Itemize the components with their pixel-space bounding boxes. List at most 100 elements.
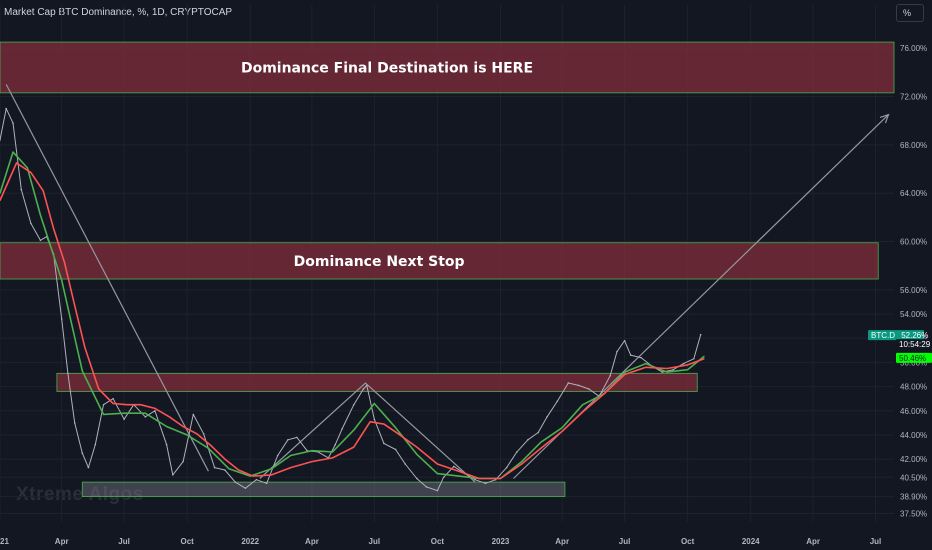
data-point: [270, 468, 273, 470]
data-point: [505, 466, 508, 469]
data-point: [537, 431, 539, 434]
data-point: [582, 404, 584, 406]
data-point: [499, 477, 502, 480]
data-point: [296, 436, 298, 439]
data-point: [26, 167, 29, 169]
data-point: [687, 364, 689, 366]
x-axis: 2021 Apr Jul Oct 2022 Apr Jul Oct 2023 Apr Jul Oct 2…: [0, 537, 881, 546]
data-point: [74, 305, 76, 307]
zones: Dominance Final Destination is HERE Domin…: [0, 41, 895, 498]
x-tick-label: Apr: [806, 537, 820, 546]
y-tick-label: 40.50%: [900, 473, 927, 482]
data-point: [352, 403, 355, 406]
data-point: [369, 421, 371, 423]
watermark: Xtreme Algos: [16, 484, 144, 505]
x-tick-label: Apr: [555, 537, 569, 546]
data-point: [102, 403, 105, 406]
data-point: [661, 371, 664, 373]
chart-title: Market Cap BTC Dominance, %, 1D, CRYPTOC…: [4, 7, 233, 18]
data-point: [416, 446, 418, 448]
data-point: [703, 358, 705, 360]
x-tick-label: Apr: [55, 537, 69, 546]
x-tick-label: Jul: [870, 537, 882, 546]
data-point: [182, 425, 184, 428]
trend-line: [5, 84, 209, 472]
data-point: [123, 412, 125, 414]
data-point: [63, 261, 66, 263]
data-point: [265, 482, 268, 485]
data-point: [623, 371, 626, 373]
data-point: [699, 333, 702, 336]
data-point: [373, 418, 376, 421]
x-tick-label: Oct: [431, 537, 445, 546]
price-tag-label: BTC.D: [871, 331, 897, 340]
data-point: [546, 416, 548, 418]
y-tick-label: 46.00%: [900, 407, 927, 416]
data-point: [341, 428, 343, 430]
x-tick-label: Jul: [118, 537, 130, 546]
data-point: [666, 367, 668, 370]
data-point: [623, 339, 626, 342]
x-tick-label: Oct: [681, 537, 695, 546]
data-point: [287, 438, 289, 441]
data-point: [207, 447, 210, 449]
data-point: [81, 370, 83, 372]
resistance-zone: [0, 242, 879, 280]
data-point: [416, 477, 418, 480]
data-point: [0, 139, 1, 141]
data-point: [94, 443, 97, 446]
data-point: [154, 409, 156, 412]
price-tag-bg: [868, 330, 924, 341]
data-point: [165, 425, 168, 428]
data-point: [5, 107, 7, 110]
data-point: [61, 279, 63, 281]
y-tick-label: 68.00%: [900, 141, 927, 150]
data-point: [458, 475, 460, 477]
price-tag-text: 50.46%: [899, 354, 926, 363]
data-point: [213, 466, 216, 469]
data-point: [577, 384, 580, 387]
data-point: [383, 423, 385, 425]
price-line: [0, 108, 702, 492]
data-point: [210, 445, 212, 447]
data-point: [196, 433, 198, 435]
y-axis: 76.00% 72.00% 68.00% 64.00% 60.00% 56.00% 54.0…: [900, 44, 927, 518]
zone-label: Dominance Final Destination is HERE: [241, 60, 533, 76]
data-point: [609, 374, 611, 377]
y-tick-label: 50.00%: [900, 358, 927, 367]
data-point: [331, 457, 334, 459]
data-point: [373, 402, 375, 405]
data-point: [154, 407, 156, 409]
data-point: [353, 429, 355, 431]
y-tick-label: 56.00%: [900, 286, 927, 295]
data-point: [540, 447, 542, 449]
data-point: [436, 489, 439, 492]
data-point: [394, 448, 397, 451]
data-point: [67, 372, 69, 375]
data-point: [192, 413, 195, 416]
data-point: [276, 454, 279, 457]
data-point: [474, 478, 476, 481]
y-tick-label: 54.00%: [900, 310, 927, 319]
data-point: [15, 162, 18, 164]
data-point: [588, 388, 590, 390]
data-point: [270, 474, 273, 476]
data-point: [52, 227, 55, 229]
x-tick-label: Apr: [305, 537, 319, 546]
data-point: [171, 474, 174, 476]
percent-scale-button[interactable]: %: [896, 4, 924, 22]
arrow-head: [879, 113, 890, 124]
data-point: [527, 438, 529, 441]
data-point: [582, 411, 584, 413]
data-point: [442, 476, 445, 479]
y-tick-label: 64.00%: [900, 189, 927, 198]
data-point: [73, 422, 76, 424]
data-point: [516, 451, 518, 453]
data-point: [311, 450, 313, 452]
data-point: [645, 366, 647, 368]
data-point: [383, 442, 385, 445]
data-point: [629, 354, 632, 356]
price-tag-text: 10:54:29: [899, 340, 931, 349]
data-point: [0, 192, 1, 194]
